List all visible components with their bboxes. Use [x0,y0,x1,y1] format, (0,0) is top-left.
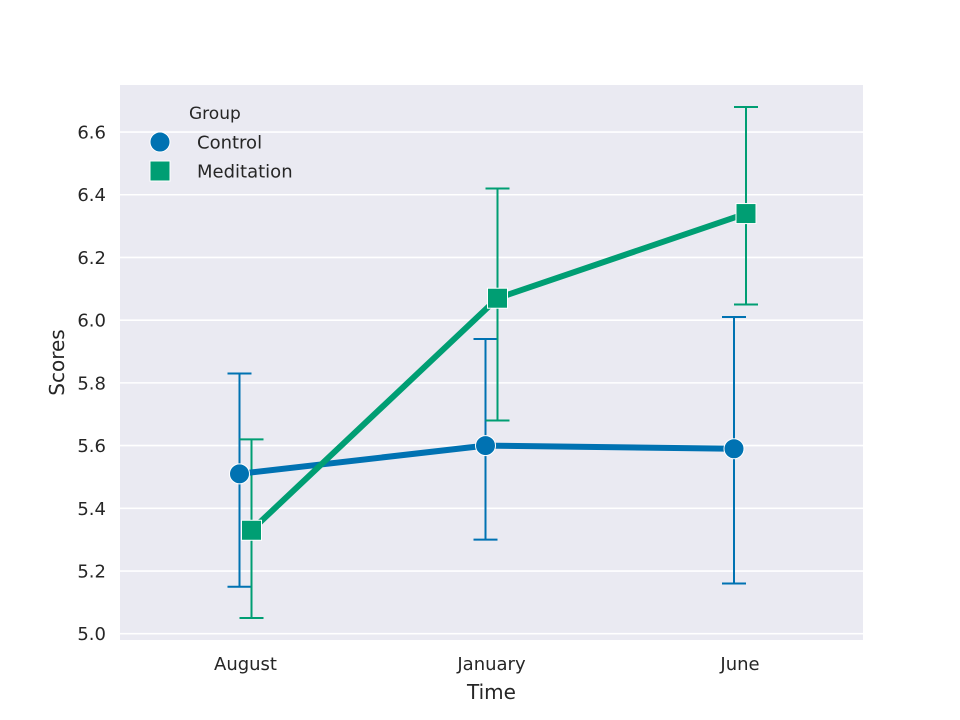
legend-marker-control [149,131,171,153]
legend-items: Control Meditation [149,131,293,183]
y-tick-label: 5.2 [77,562,106,583]
x-tick-label: January [456,654,526,675]
legend: Group Control Meditation [149,104,293,183]
legend-title: Group [189,104,241,124]
y-tick-label: 5.6 [77,436,106,457]
plot-background [120,85,863,640]
y-tick-label: 6.6 [77,123,106,144]
y-axis-title: Scores [45,329,69,395]
legend-marker-meditation [149,160,171,182]
data-point-control [229,463,250,485]
y-tick-label: 6.0 [77,311,106,332]
legend-label-control: Control [197,133,262,154]
data-point-meditation [241,519,262,541]
y-tick-label: 5.4 [77,499,106,520]
x-tick-labels: August January June [214,654,760,675]
x-tick-label: August [214,654,277,675]
series-markers [229,203,757,541]
data-point-meditation [735,203,757,225]
data-point-control [723,438,745,460]
x-axis-title: Time [466,680,516,704]
y-tick-label: 6.4 [77,185,106,206]
x-tick-label: June [719,654,759,675]
grid-lines [120,131,863,635]
data-point-control [475,435,496,457]
y-tick-label: 5.0 [77,624,106,645]
legend-label-meditation: Meditation [197,162,293,183]
data-point-meditation [487,287,508,309]
y-tick-labels: 5.0 5.2 5.4 5.6 5.8 6.0 6.2 6.4 6.6 [77,123,106,646]
y-tick-label: 6.2 [77,248,106,269]
y-tick-label: 5.8 [77,373,106,394]
